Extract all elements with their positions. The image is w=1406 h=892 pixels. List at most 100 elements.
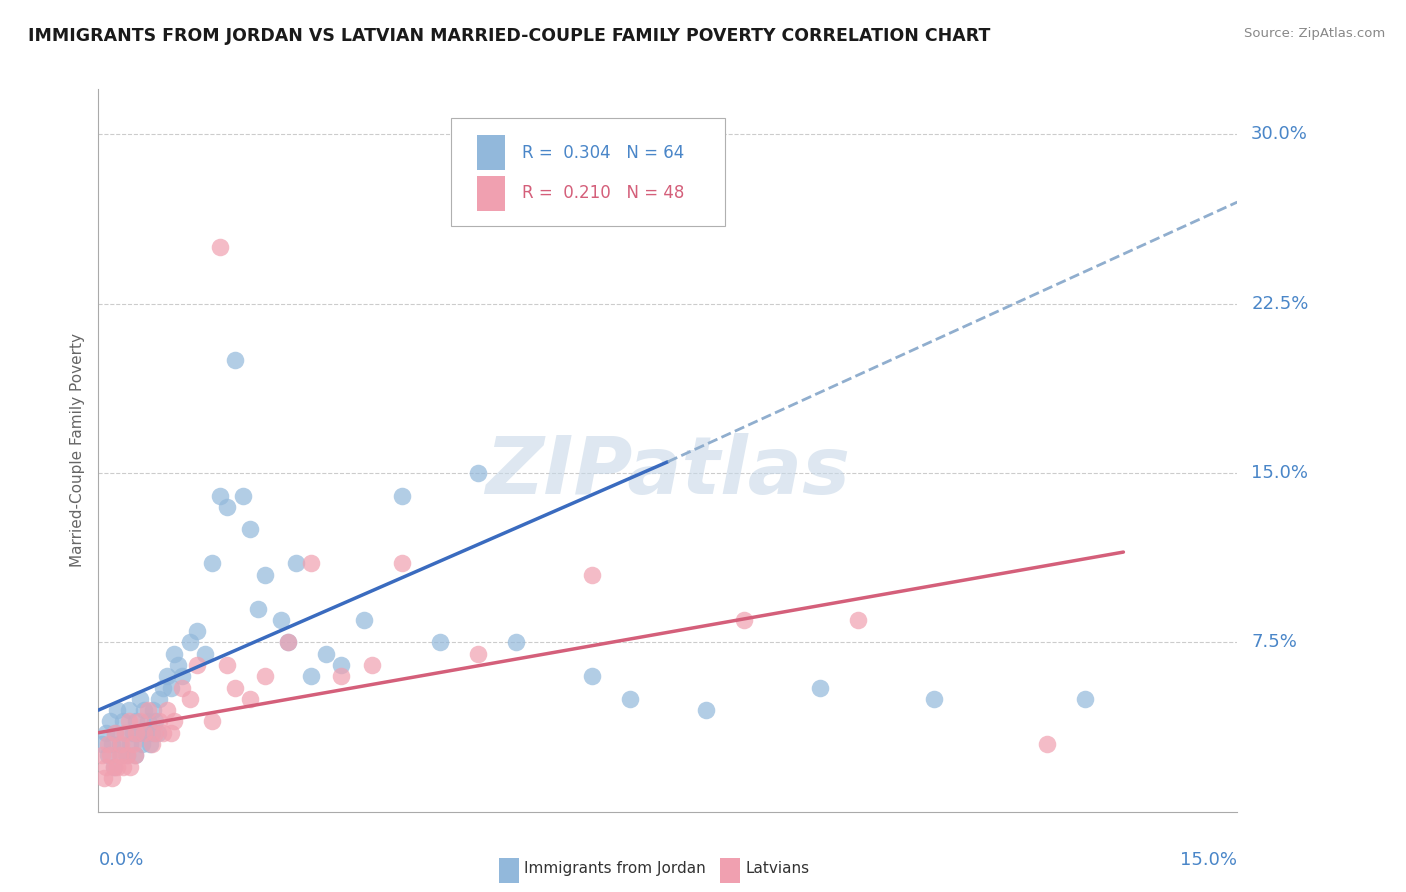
Point	[505, 635, 527, 649]
Point	[254, 567, 277, 582]
Point	[127, 725, 149, 739]
Point	[136, 714, 159, 729]
Point	[136, 703, 159, 717]
Point	[1074, 691, 1097, 706]
Point	[163, 647, 186, 661]
Point	[194, 647, 217, 661]
Y-axis label: Married-Couple Family Poverty: Married-Couple Family Poverty	[69, 334, 84, 567]
Point	[108, 748, 131, 763]
FancyBboxPatch shape	[477, 136, 505, 170]
Point	[156, 703, 179, 717]
Point	[104, 725, 127, 739]
Point	[142, 703, 165, 717]
Point	[141, 725, 163, 739]
Point	[139, 737, 162, 751]
Point	[104, 725, 127, 739]
Point	[232, 489, 254, 503]
Point	[467, 466, 489, 480]
Point	[91, 737, 114, 751]
Point	[129, 691, 152, 706]
Point	[152, 725, 174, 739]
Point	[117, 748, 139, 763]
Point	[360, 657, 382, 672]
Point	[1036, 737, 1059, 751]
Point	[167, 657, 190, 672]
Point	[148, 714, 170, 729]
Text: 22.5%: 22.5%	[1251, 294, 1309, 313]
Point	[145, 725, 167, 739]
Point	[315, 647, 337, 661]
Point	[581, 669, 603, 683]
Point	[96, 737, 118, 751]
Point	[201, 557, 224, 571]
Point	[124, 748, 146, 763]
Point	[277, 635, 299, 649]
Point	[695, 703, 717, 717]
Point	[733, 613, 755, 627]
Point	[134, 725, 156, 739]
Point	[299, 669, 322, 683]
Point	[111, 714, 134, 729]
Point	[277, 635, 299, 649]
Point	[186, 657, 208, 672]
Point	[145, 714, 167, 729]
Point	[96, 748, 118, 763]
Text: R =  0.304   N = 64: R = 0.304 N = 64	[522, 144, 685, 161]
Point	[94, 759, 117, 773]
Point	[110, 748, 132, 763]
Point	[146, 725, 169, 739]
Point	[103, 759, 125, 773]
Point	[217, 657, 239, 672]
Point	[131, 737, 153, 751]
Point	[246, 601, 269, 615]
Point	[808, 681, 831, 695]
Point	[121, 737, 143, 751]
Point	[201, 714, 224, 729]
Point	[120, 759, 142, 773]
Point	[224, 681, 246, 695]
Point	[163, 714, 186, 729]
Point	[124, 748, 146, 763]
Point	[98, 714, 121, 729]
Point	[125, 725, 148, 739]
Point	[208, 489, 231, 503]
Point	[107, 759, 129, 773]
Point	[467, 647, 489, 661]
Point	[330, 657, 353, 672]
Text: 15.0%: 15.0%	[1180, 851, 1237, 869]
Point	[179, 691, 201, 706]
Point	[107, 703, 129, 717]
Point	[152, 681, 174, 695]
Point	[429, 635, 451, 649]
Text: Source: ZipAtlas.com: Source: ZipAtlas.com	[1244, 27, 1385, 40]
Point	[121, 725, 143, 739]
Point	[148, 691, 170, 706]
Point	[132, 725, 155, 739]
Point	[110, 737, 132, 751]
FancyBboxPatch shape	[451, 118, 725, 227]
Point	[98, 748, 121, 763]
Point	[159, 725, 181, 739]
Point	[118, 703, 141, 717]
Text: Immigrants from Jordan: Immigrants from Jordan	[524, 862, 706, 876]
Point	[120, 737, 142, 751]
Point	[922, 691, 945, 706]
Point	[217, 500, 239, 514]
Text: 15.0%: 15.0%	[1251, 464, 1308, 482]
Text: 7.5%: 7.5%	[1251, 633, 1298, 651]
Point	[186, 624, 208, 639]
Point	[270, 613, 292, 627]
Point	[129, 714, 152, 729]
Point	[132, 703, 155, 717]
Point	[208, 240, 231, 254]
Point	[239, 523, 262, 537]
Point	[101, 737, 124, 751]
Point	[224, 353, 246, 368]
Text: ZIPatlas: ZIPatlas	[485, 434, 851, 511]
Point	[114, 725, 136, 739]
Point	[93, 771, 115, 785]
Point	[101, 771, 124, 785]
Point	[103, 759, 125, 773]
Point	[254, 669, 277, 683]
Point	[118, 714, 141, 729]
